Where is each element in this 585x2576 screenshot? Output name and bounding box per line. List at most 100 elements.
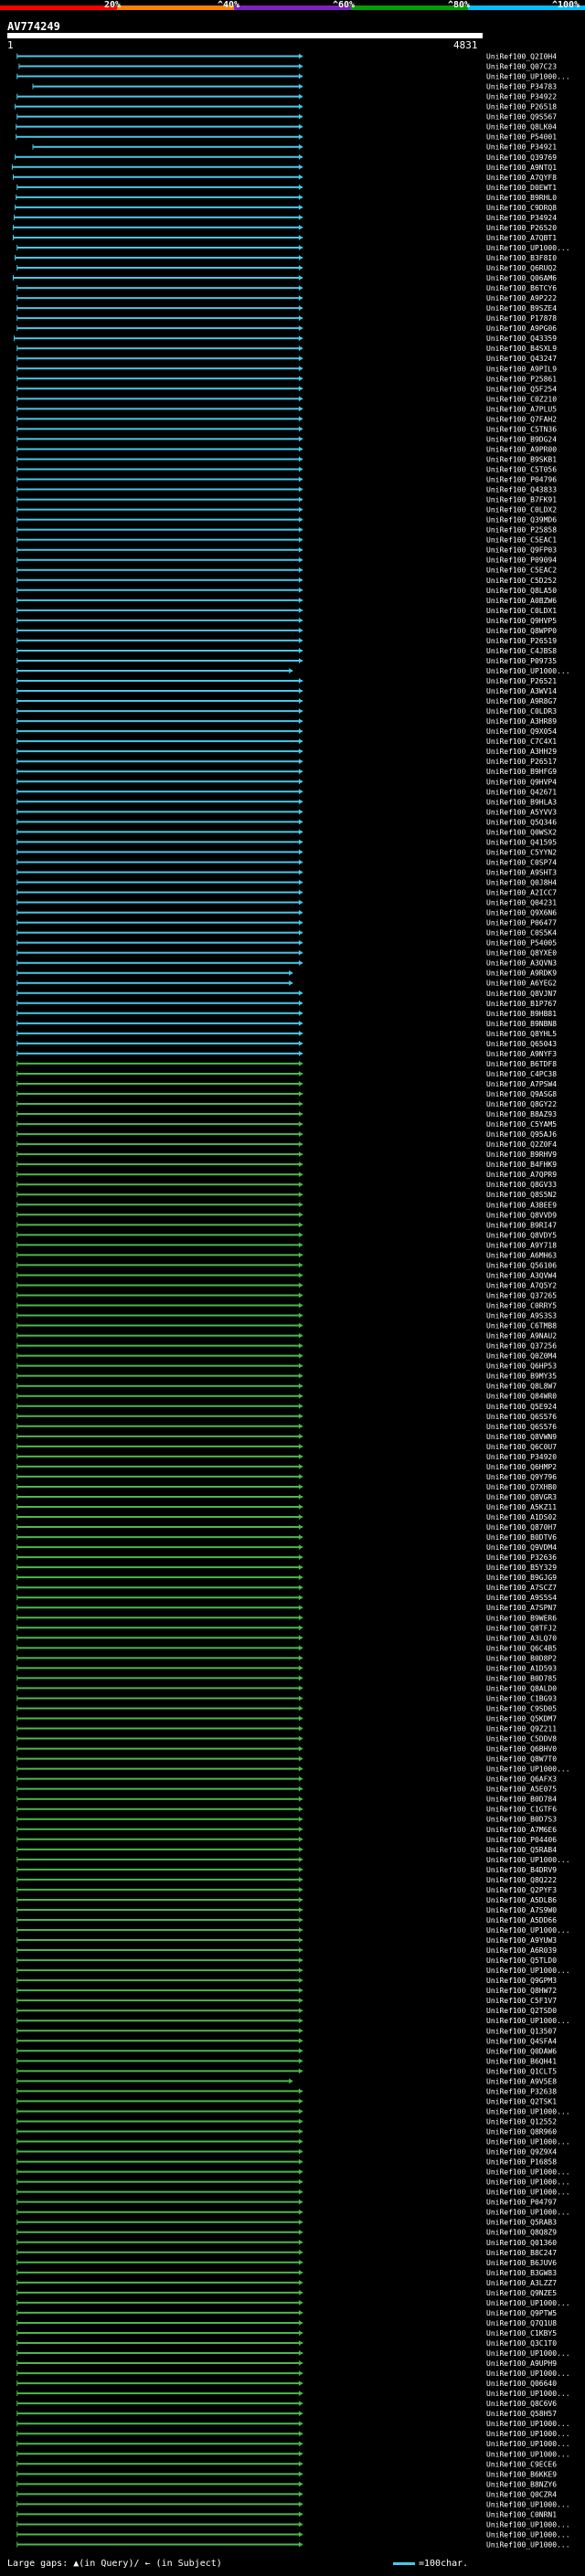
hit-label[interactable]: UniRef100_A9PIL9 xyxy=(486,365,557,373)
hit-label[interactable]: UniRef100_Q42671 xyxy=(486,788,557,796)
hit-label[interactable]: UniRef100_UP1000... xyxy=(486,244,570,252)
hit-label[interactable]: UniRef100_Q9S567 xyxy=(486,113,557,122)
hit-label[interactable]: UniRef100_P26519 xyxy=(486,637,557,645)
hit-label[interactable]: UniRef100_UP1000... xyxy=(486,73,570,81)
hit-label[interactable]: UniRef100_A3WV14 xyxy=(486,687,557,695)
hit-label[interactable]: UniRef100_C0NRN1 xyxy=(486,2510,557,2518)
hit-label[interactable]: UniRef100_A3LQ70 xyxy=(486,1634,557,1642)
hit-label[interactable]: UniRef100_UP1000... xyxy=(486,2530,570,2539)
hit-label[interactable]: UniRef100_B1P767 xyxy=(486,1000,557,1008)
hit-label[interactable]: UniRef100_UP1000... xyxy=(486,2450,570,2458)
hit-label[interactable]: UniRef100_A7M6E6 xyxy=(486,1826,557,1834)
hit-label[interactable]: UniRef100_Q8VJN7 xyxy=(486,990,557,998)
hit-label[interactable]: UniRef100_B0D784 xyxy=(486,1796,557,1804)
hit-label[interactable]: UniRef100_C5YYN2 xyxy=(486,848,557,856)
hit-label[interactable]: UniRef100_C5DDV8 xyxy=(486,1735,557,1744)
hit-label[interactable]: UniRef100_A9Y718 xyxy=(486,1241,557,1249)
hit-label[interactable]: UniRef100_B9MY35 xyxy=(486,1373,557,1381)
hit-label[interactable]: UniRef100_UP1000... xyxy=(486,1765,570,1774)
hit-label[interactable]: UniRef100_Q5RAB4 xyxy=(486,1846,557,1854)
hit-label[interactable]: UniRef100_A7Q5Y2 xyxy=(486,1281,557,1289)
hit-label[interactable]: UniRef100_P25861 xyxy=(486,375,557,383)
hit-label[interactable]: UniRef100_Q2Z0F4 xyxy=(486,1140,557,1149)
hit-label[interactable]: UniRef100_C4JBS8 xyxy=(486,647,557,655)
hit-label[interactable]: UniRef100_Q8VWN9 xyxy=(486,1433,557,1441)
hit-label[interactable]: UniRef100_Q6HP53 xyxy=(486,1362,557,1371)
hit-label[interactable]: UniRef100_Q8Q222 xyxy=(486,1876,557,1884)
hit-label[interactable]: UniRef100_A3QVN3 xyxy=(486,959,557,968)
hit-label[interactable]: UniRef100_B3GW83 xyxy=(486,2269,557,2277)
hit-label[interactable]: UniRef100_Q5KDM7 xyxy=(486,1715,557,1723)
hit-label[interactable]: UniRef100_B9RI47 xyxy=(486,1221,557,1229)
hit-label[interactable]: UniRef100_P34783 xyxy=(486,83,557,91)
hit-label[interactable]: UniRef100_B9SKB1 xyxy=(486,455,557,463)
hit-label[interactable]: UniRef100_B9HB81 xyxy=(486,1010,557,1018)
hit-label[interactable]: UniRef100_Q9GPM3 xyxy=(486,1977,557,1985)
hit-label[interactable]: UniRef100_Q5TLD0 xyxy=(486,1956,557,1965)
hit-label[interactable]: UniRef100_Q1CLT5 xyxy=(486,2067,557,2075)
hit-label[interactable]: UniRef100_Q13507 xyxy=(486,2027,557,2035)
hit-label[interactable]: UniRef100_Q43833 xyxy=(486,486,557,494)
hit-label[interactable]: UniRef100_UP1000... xyxy=(486,2430,570,2438)
hit-label[interactable]: UniRef100_Q0WSX2 xyxy=(486,828,557,836)
hit-label[interactable]: UniRef100_UP1000... xyxy=(486,2369,570,2378)
hit-label[interactable]: UniRef100_B6TCY6 xyxy=(486,284,557,292)
hit-label[interactable]: UniRef100_UP1000... xyxy=(486,2107,570,2115)
hit-label[interactable]: UniRef100_B0D785 xyxy=(486,1674,557,1682)
hit-label[interactable]: UniRef100_A7PSW4 xyxy=(486,1080,557,1088)
hit-label[interactable]: UniRef100_Q8TFJ2 xyxy=(486,1624,557,1632)
hit-label[interactable]: UniRef100_A5DLB6 xyxy=(486,1896,557,1904)
hit-label[interactable]: UniRef100_Q8W7T0 xyxy=(486,1755,557,1764)
hit-label[interactable]: UniRef100_Q06640 xyxy=(486,2380,557,2388)
hit-label[interactable]: UniRef100_C5EAC1 xyxy=(486,536,557,545)
hit-label[interactable]: UniRef100_A9PG06 xyxy=(486,324,557,333)
hit-label[interactable]: UniRef100_B0D8P2 xyxy=(486,1654,557,1662)
hit-label[interactable]: UniRef100_A3LZZ7 xyxy=(486,2279,557,2287)
hit-label[interactable]: UniRef100_Q06AM6 xyxy=(486,274,557,282)
hit-label[interactable]: UniRef100_Q9NZE5 xyxy=(486,2289,557,2297)
hit-label[interactable]: UniRef100_UP1000... xyxy=(486,667,570,675)
hit-label[interactable]: UniRef100_Q9X6N6 xyxy=(486,909,557,917)
hit-label[interactable]: UniRef100_Q43247 xyxy=(486,355,557,363)
hit-label[interactable]: UniRef100_Q2PYF3 xyxy=(486,1886,557,1894)
hit-label[interactable]: UniRef100_Q8YXE0 xyxy=(486,949,557,958)
hit-label[interactable]: UniRef100_P09094 xyxy=(486,557,557,565)
hit-label[interactable]: UniRef100_Q6S576 xyxy=(486,1423,557,1431)
hit-label[interactable]: UniRef100_A1DS02 xyxy=(486,1513,557,1521)
hit-label[interactable]: UniRef100_A9NAU2 xyxy=(486,1332,557,1341)
hit-label[interactable]: UniRef100_P54005 xyxy=(486,939,557,948)
hit-label[interactable]: UniRef100_C0S5K4 xyxy=(486,929,557,938)
hit-label[interactable]: UniRef100_UP1000... xyxy=(486,2349,570,2358)
hit-label[interactable]: UniRef100_A9NYF3 xyxy=(486,1050,557,1058)
hit-label[interactable]: UniRef100_C0SP74 xyxy=(486,858,557,866)
hit-label[interactable]: UniRef100_Q01360 xyxy=(486,2239,557,2247)
hit-label[interactable]: UniRef100_A9SHT3 xyxy=(486,868,557,876)
hit-label[interactable]: UniRef100_A7SCZ7 xyxy=(486,1584,557,1592)
hit-label[interactable]: UniRef100_Q39769 xyxy=(486,154,557,162)
hit-label[interactable]: UniRef100_UP1000... xyxy=(486,2520,570,2528)
hit-label[interactable]: UniRef100_P32638 xyxy=(486,2087,557,2095)
hit-label[interactable]: UniRef100_C0RRY5 xyxy=(486,1302,557,1310)
hit-label[interactable]: UniRef100_P54001 xyxy=(486,133,557,142)
hit-label[interactable]: UniRef100_Q2I0H4 xyxy=(486,53,557,61)
hit-label[interactable]: UniRef100_A5KZ11 xyxy=(486,1503,557,1511)
hit-label[interactable]: UniRef100_Q9HVP5 xyxy=(486,617,557,625)
hit-label[interactable]: UniRef100_B9GJG9 xyxy=(486,1574,557,1582)
hit-label[interactable]: UniRef100_Q43359 xyxy=(486,334,557,343)
hit-label[interactable]: UniRef100_Q9VDM4 xyxy=(486,1543,557,1552)
hit-label[interactable]: UniRef100_B9HLA3 xyxy=(486,798,557,806)
hit-label[interactable]: UniRef100_Q8S5N2 xyxy=(486,1191,557,1199)
hit-label[interactable]: UniRef100_Q0CZR4 xyxy=(486,2490,557,2498)
hit-label[interactable]: UniRef100_A7PLU5 xyxy=(486,405,557,413)
hit-label[interactable]: UniRef100_P17878 xyxy=(486,314,557,323)
hit-label[interactable]: UniRef100_Q8VVD9 xyxy=(486,1211,557,1219)
hit-label[interactable]: UniRef100_C0LDX2 xyxy=(486,506,557,514)
hit-label[interactable]: UniRef100_Q9ASG8 xyxy=(486,1090,557,1098)
hit-label[interactable]: UniRef100_B4DRV9 xyxy=(486,1866,557,1874)
hit-label[interactable]: UniRef100_C5TN36 xyxy=(486,425,557,433)
hit-label[interactable]: UniRef100_Q7FAH2 xyxy=(486,415,557,423)
hit-label[interactable]: UniRef100_D0EWT1 xyxy=(486,184,557,192)
hit-label[interactable]: UniRef100_Q6HMP2 xyxy=(486,1463,557,1471)
hit-label[interactable]: UniRef100_C6TMB8 xyxy=(486,1322,557,1330)
hit-label[interactable]: UniRef100_Q5E924 xyxy=(486,1403,557,1411)
